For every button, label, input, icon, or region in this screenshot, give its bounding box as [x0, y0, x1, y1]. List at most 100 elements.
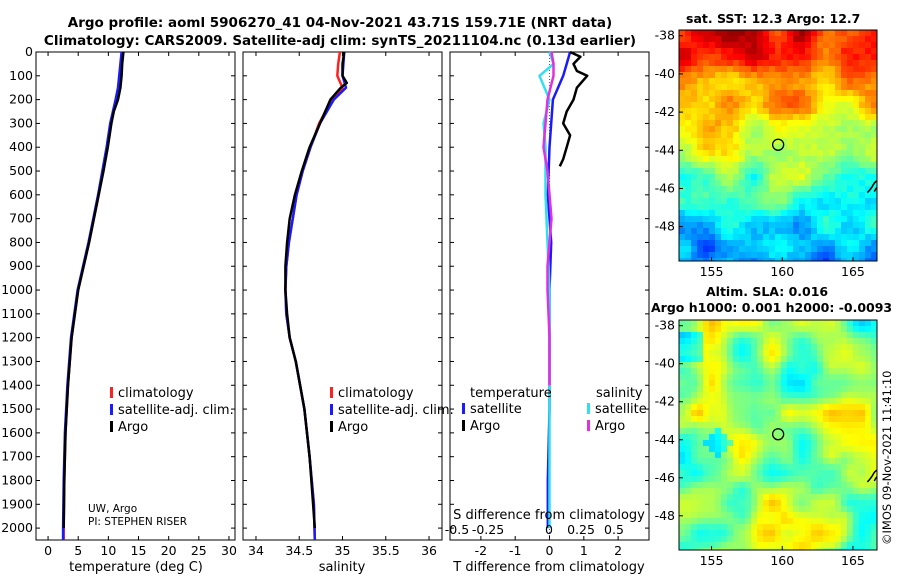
sst-cell — [745, 48, 752, 55]
sla-cell — [685, 500, 692, 507]
sst-cell — [691, 180, 698, 187]
sst-cell — [757, 216, 764, 223]
sst-cell — [775, 108, 782, 115]
sla-cell — [829, 422, 836, 429]
sla-cell — [763, 398, 770, 405]
sla-cell — [769, 476, 776, 483]
sst-cell — [685, 60, 692, 67]
sla-cell — [859, 542, 866, 549]
sla-cell — [775, 410, 782, 417]
sla-cell — [691, 434, 698, 441]
difference-legend: temperature salinity satellite Argo sate… — [462, 386, 647, 434]
sla-cell — [775, 500, 782, 507]
sla-cell — [823, 452, 830, 459]
sla-cell — [745, 356, 752, 363]
sst-cell — [829, 138, 836, 145]
sla-cell — [781, 488, 788, 495]
sla-cell — [709, 380, 716, 387]
sla-cell — [829, 368, 836, 375]
sla-cell — [781, 428, 788, 435]
sst-cell — [871, 90, 877, 97]
sst-cell — [841, 96, 848, 103]
sla-cell — [709, 482, 716, 489]
sla-cell — [703, 494, 710, 501]
sla-cell — [769, 404, 776, 411]
legend-swatch-s-argo — [587, 420, 590, 431]
sla-cell — [745, 362, 752, 369]
sst-cell — [685, 192, 692, 199]
sla-cell — [787, 440, 794, 447]
sst-cell — [775, 114, 782, 121]
x-tick-label: 30 — [221, 543, 237, 558]
sla-cell — [745, 530, 752, 537]
sla-cell — [841, 536, 848, 543]
s-tick-label: -0.5 — [445, 522, 469, 537]
sst-cell — [841, 36, 848, 43]
sst-cell — [685, 114, 692, 121]
sla-cell — [679, 344, 686, 351]
sla-cell — [865, 488, 872, 495]
sla-cell — [853, 410, 860, 417]
depth-tick-label: 0 — [25, 44, 33, 59]
sla-cell — [847, 410, 854, 417]
sst-cell — [805, 192, 812, 199]
sst-cell — [721, 132, 728, 139]
sst-cell — [715, 180, 722, 187]
sst-cell — [679, 102, 686, 109]
sst-cell — [763, 162, 770, 169]
sst-cell — [811, 84, 818, 91]
sla-cell — [715, 386, 722, 393]
sst-cell — [805, 234, 812, 241]
sst-cell — [775, 102, 782, 109]
sst-cell — [751, 120, 758, 127]
sla-cell — [799, 548, 806, 550]
sst-cell — [823, 120, 830, 127]
sla-cell — [745, 416, 752, 423]
sst-cell — [781, 102, 788, 109]
sst-cell — [727, 216, 734, 223]
sla-cell — [781, 380, 788, 387]
sla-cell — [871, 368, 877, 375]
sla-cell — [721, 428, 728, 435]
sst-cell — [829, 102, 836, 109]
sst-cell — [835, 72, 842, 79]
sla-cell — [727, 404, 734, 411]
sla-cell — [823, 344, 830, 351]
sla-cell — [715, 356, 722, 363]
sla-cell — [697, 452, 704, 459]
sst-cell — [823, 30, 830, 37]
sst-cell — [781, 210, 788, 217]
sst-cell — [775, 252, 782, 259]
sst-cell — [703, 258, 710, 261]
sst-cell — [757, 78, 764, 85]
sla-cell — [799, 386, 806, 393]
sla-cell — [865, 380, 872, 387]
sst-cell — [775, 78, 782, 85]
sst-cell — [847, 60, 854, 67]
sla-cell — [787, 452, 794, 459]
sst-cell — [679, 138, 686, 145]
sst-cell — [751, 180, 758, 187]
sla-cell — [709, 422, 716, 429]
sst-cell — [727, 258, 734, 261]
sst-cell — [865, 168, 872, 175]
sst-cell — [865, 216, 872, 223]
sst-cell — [853, 138, 860, 145]
sla-cell — [715, 344, 722, 351]
sla-cell — [763, 320, 770, 327]
sst-cell — [697, 162, 704, 169]
sla-cell — [787, 368, 794, 375]
sst-cell — [781, 126, 788, 133]
sst-cell — [745, 60, 752, 67]
sla-cell — [739, 374, 746, 381]
sst-cell — [697, 174, 704, 181]
sla-cell — [847, 440, 854, 447]
sla-cell — [853, 350, 860, 357]
sst-cell — [709, 36, 716, 43]
sla-cell — [787, 392, 794, 399]
sla-cell — [799, 488, 806, 495]
s-tick-label: -0.25 — [472, 522, 504, 537]
sst-cell — [757, 198, 764, 205]
sla-cell — [799, 404, 806, 411]
sst-cell — [679, 126, 686, 133]
